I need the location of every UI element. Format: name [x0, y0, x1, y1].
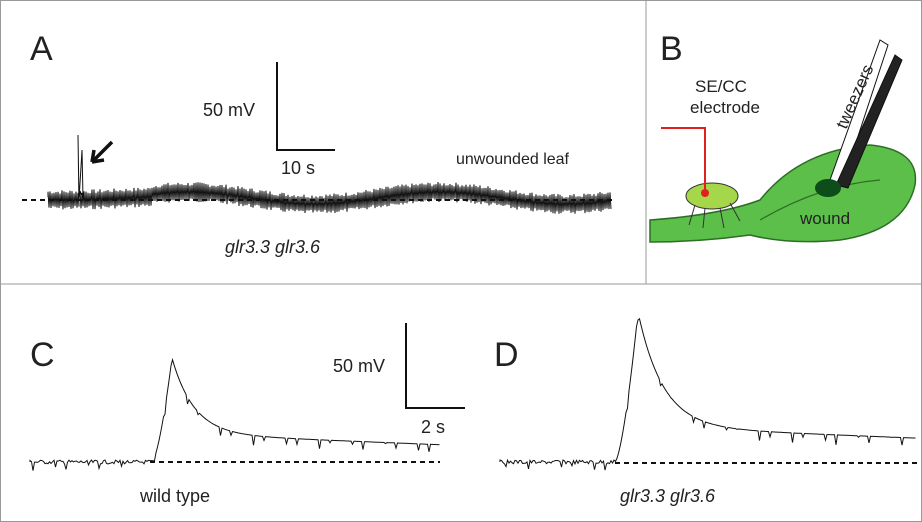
trace: [499, 317, 916, 471]
scale-label: 2 s: [421, 417, 445, 437]
scale-label: 50 mV: [203, 100, 255, 120]
scale-bar: [276, 62, 335, 151]
panel-label: B: [660, 30, 683, 68]
electrode: [661, 127, 706, 192]
electrode-label: electrode: [690, 98, 760, 117]
genotype: glr3.3 glr3.6: [225, 237, 321, 257]
aphid-legs: [688, 202, 741, 229]
trace: [47, 134, 612, 214]
wound-mark: [815, 179, 841, 197]
genotype: glr3.3 glr3.6: [620, 486, 716, 506]
genotype: wild type: [139, 486, 210, 506]
panel-label: A: [30, 30, 53, 68]
note: unwounded leaf: [456, 151, 570, 168]
scale-label: 10 s: [281, 158, 315, 178]
aphid: [685, 182, 739, 210]
arrow: [90, 140, 114, 164]
site-label: wound: [799, 209, 850, 228]
scale-bar: [405, 323, 465, 409]
tweezers: [835, 54, 903, 189]
panel-label: D: [494, 336, 519, 374]
scale-label: 50 mV: [333, 356, 385, 376]
electrode-label: SE/CC: [695, 77, 747, 96]
trace: [29, 357, 440, 471]
panel-label: C: [30, 336, 55, 374]
electrode-tip: [701, 189, 709, 197]
